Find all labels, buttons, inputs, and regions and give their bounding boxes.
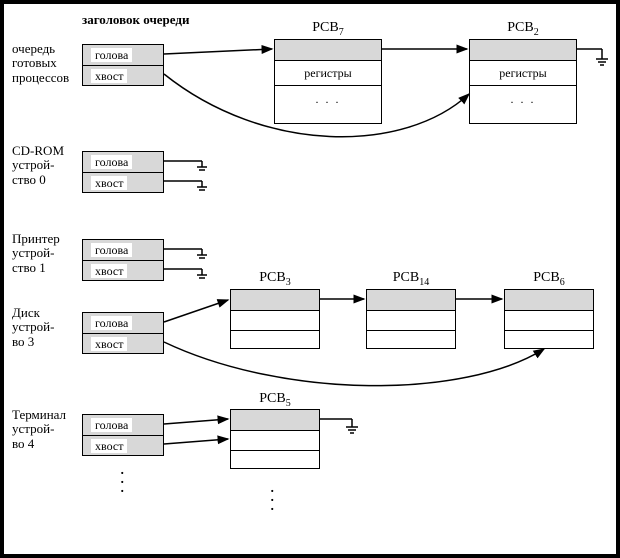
field-tail: хвост: [91, 337, 127, 351]
field-tail: хвост: [91, 439, 127, 453]
label-ready: очередь готовых процессов: [12, 42, 80, 85]
field-head: голова: [91, 243, 132, 257]
pcb5: [230, 409, 320, 469]
field-tail: хвост: [91, 264, 127, 278]
vdots-pcbs: ...: [270, 482, 275, 509]
pcb3-label: PCB3: [230, 270, 320, 288]
pcb7: регистры . . .: [274, 39, 382, 124]
label-cdrom: CD-ROM устрой- ство 0: [12, 144, 80, 187]
dots: . . .: [275, 86, 381, 107]
pcb14: [366, 289, 456, 349]
queue-cdrom: голова хвост: [82, 151, 164, 193]
queue-disk: голова хвост: [82, 312, 164, 354]
pcb14-label: PCB14: [366, 270, 456, 288]
label-disk: Диск устрой- во 3: [12, 306, 80, 349]
field-tail: хвост: [91, 176, 127, 190]
pcb7-registers: регистры: [275, 61, 381, 86]
dots: . . .: [470, 86, 576, 107]
label-printer: Принтер устрой- ство 1: [12, 232, 80, 275]
queue-terminal: голова хвост: [82, 414, 164, 456]
pcb5-label: PCB5: [230, 391, 320, 409]
field-head: голова: [91, 155, 132, 169]
pcb2: регистры . . .: [469, 39, 577, 124]
pcb7-label: PCB7: [274, 20, 382, 38]
field-tail: хвост: [91, 69, 127, 83]
queue-printer: голова хвост: [82, 239, 164, 281]
field-head: голова: [91, 48, 132, 62]
diagram-canvas: заголовок очереди очередь готовых процес…: [0, 0, 620, 558]
pcb2-registers: регистры: [470, 61, 576, 86]
vdots-queues: ...: [120, 464, 125, 491]
pcb2-label: PCB2: [469, 20, 577, 38]
pcb6: [504, 289, 594, 349]
queue-ready: голова хвост: [82, 44, 164, 86]
pcb3: [230, 289, 320, 349]
field-head: голова: [91, 316, 132, 330]
queue-header-title: заголовок очереди: [82, 12, 189, 28]
label-terminal: Терминал устрой- во 4: [12, 408, 80, 451]
field-head: голова: [91, 418, 132, 432]
pcb6-label: PCB6: [504, 270, 594, 288]
